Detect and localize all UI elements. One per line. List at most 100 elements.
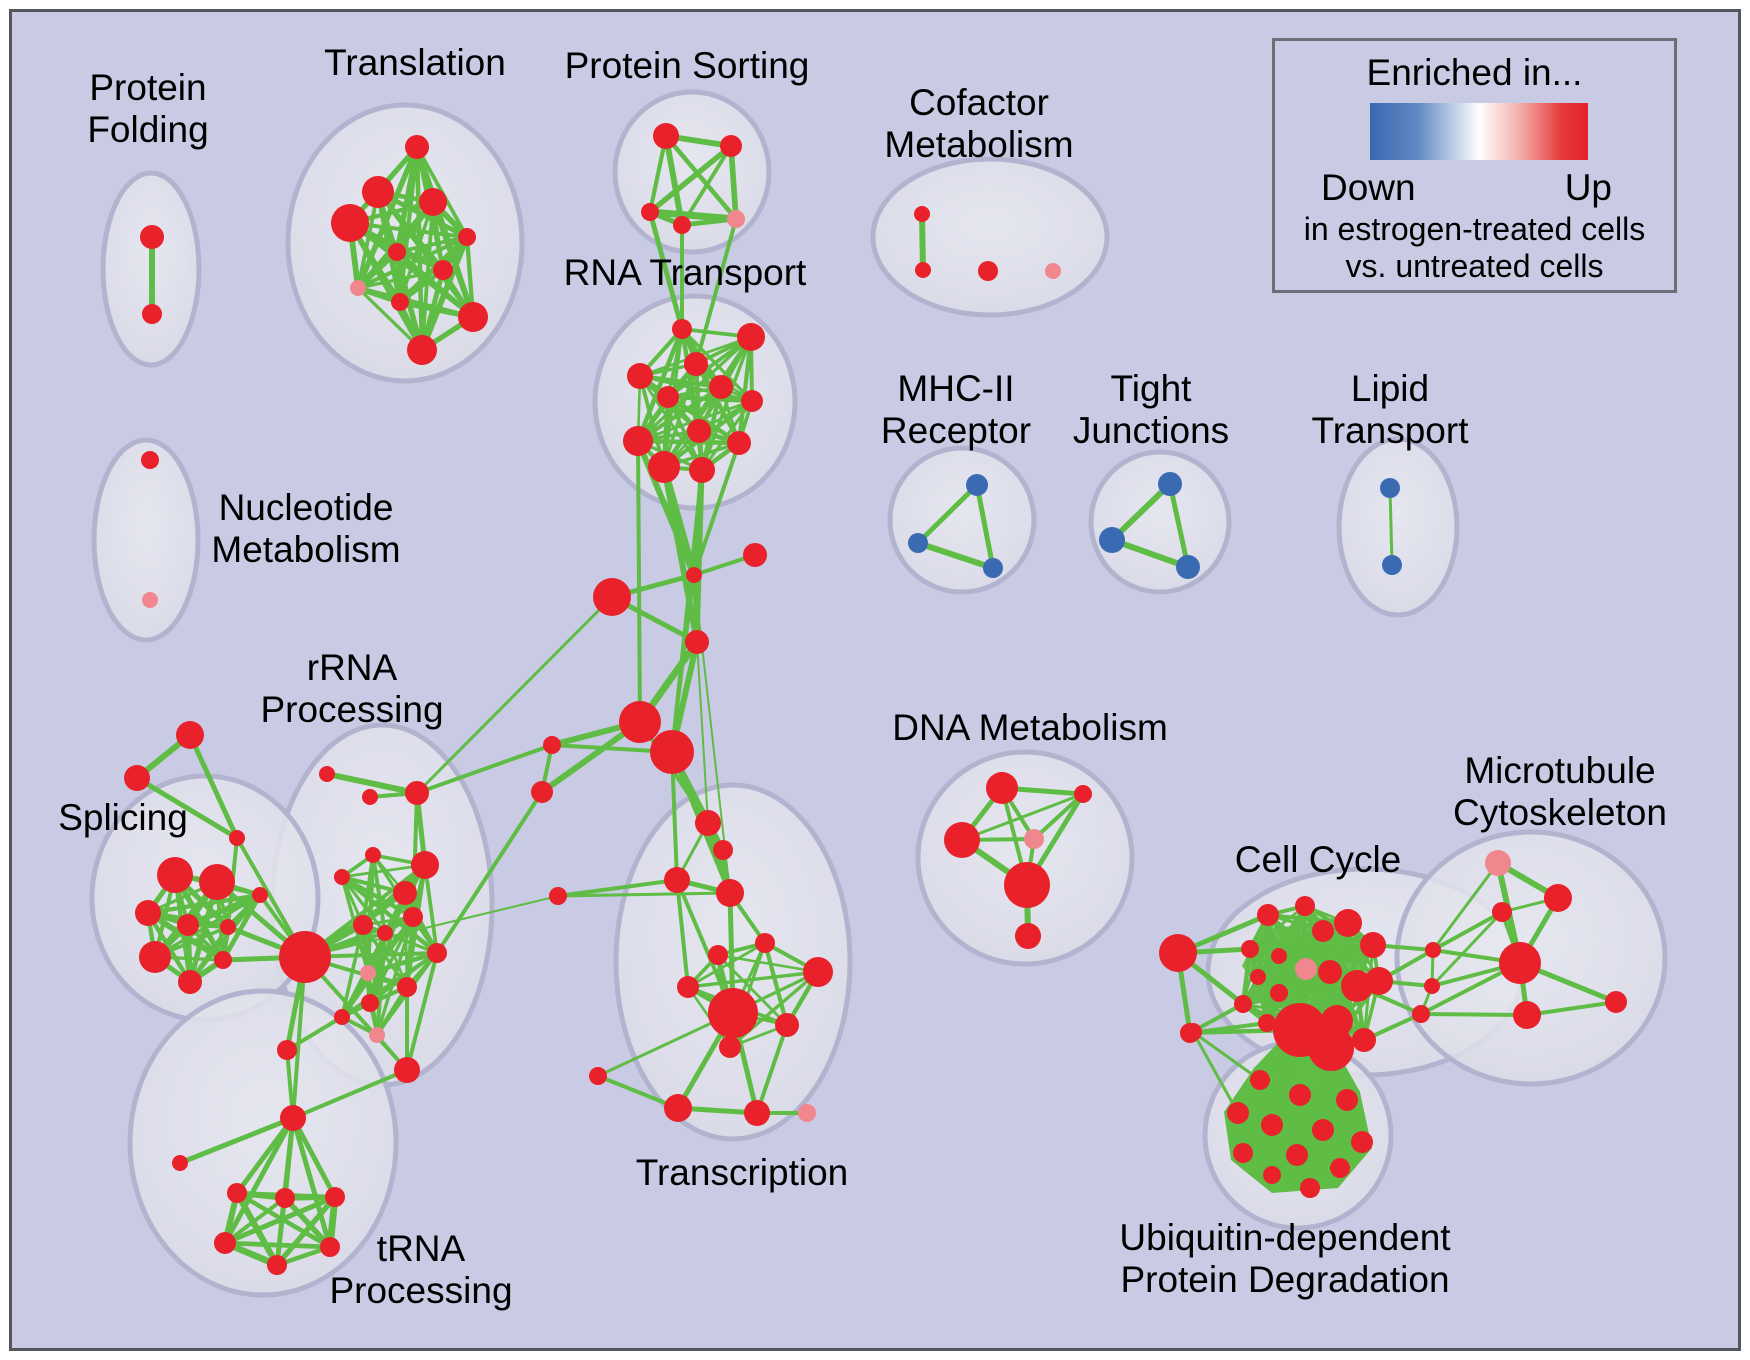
node-sp2	[199, 864, 235, 900]
node-r8	[353, 915, 373, 935]
edge-t4-t5	[349, 221, 468, 239]
edge-tj2-tj3	[1110, 537, 1190, 570]
node-cf4	[1045, 263, 1061, 279]
edge-b2-mt2	[1430, 910, 1504, 988]
node-b2	[1424, 978, 1440, 994]
cluster-mhc-ii-receptor-ellipse	[887, 445, 1037, 595]
node-rt4	[627, 363, 653, 389]
cluster-transcription-label: Transcription	[636, 1152, 848, 1193]
node-rt5	[657, 386, 679, 408]
node-cc15	[1258, 1014, 1276, 1032]
edge-m1-m3	[974, 484, 996, 569]
node-ps3	[641, 203, 659, 221]
node-t3	[419, 188, 447, 216]
node-cf2	[915, 262, 931, 278]
node-u11	[1263, 1166, 1281, 1184]
node-x4	[716, 879, 744, 907]
edge-d2-d4	[1032, 792, 1085, 841]
edge-m1-m2	[916, 483, 979, 545]
node-lt2	[1382, 555, 1402, 575]
edge-rt11-c4	[661, 466, 700, 643]
node-rt6	[709, 375, 733, 399]
node-r9	[403, 907, 423, 927]
edge-sp4-sp9	[146, 911, 192, 984]
edge-r12-r15	[340, 971, 370, 1019]
node-r4	[334, 869, 350, 885]
node-cc13	[1341, 970, 1373, 1002]
cluster-lipid-transport-label: Lipid Transport	[1312, 368, 1470, 451]
node-cc4	[1334, 909, 1362, 937]
edge-r10-r16	[374, 932, 388, 1036]
node-k6	[267, 1255, 287, 1275]
edge-u10-u11	[1271, 1166, 1341, 1177]
node-k4	[214, 1232, 236, 1254]
legend-up-label: Up	[1564, 167, 1612, 208]
edge-sa-sc	[187, 733, 240, 840]
cluster-protein-sorting-label: Protein Sorting	[565, 45, 810, 86]
edge-c4-x1	[696, 641, 709, 824]
legend-subtitle: in estrogen-treated cells vs. untreated …	[1275, 211, 1674, 285]
legend-title: Enriched in...	[1366, 52, 1583, 93]
edge-cc6-cc12	[1240, 948, 1253, 1005]
node-r11	[427, 943, 447, 963]
node-sp7	[139, 941, 171, 973]
cluster-nucleotide-metabolism-label: Nucleotide Metabolism	[211, 487, 400, 570]
node-k3	[325, 1187, 345, 1207]
node-u4	[1227, 1102, 1249, 1124]
edge-mt4-mt5	[1526, 1000, 1617, 1017]
node-cc9	[1318, 960, 1342, 984]
edge-ps3-rt1	[647, 211, 685, 330]
edge-tri-r19	[179, 1115, 294, 1166]
edge-u7-u11	[1271, 1140, 1363, 1177]
cluster-cofactor-metabolism-label: Cofactor Metabolism	[884, 82, 1073, 165]
node-lt1	[1380, 478, 1400, 498]
node-rt3	[684, 352, 708, 376]
node-mp	[1485, 850, 1511, 876]
node-x13	[744, 1100, 770, 1126]
node-r16	[369, 1027, 385, 1043]
node-t6	[388, 243, 406, 261]
edge-rt10-h1	[636, 440, 642, 723]
edge-us-u4	[1191, 1031, 1240, 1114]
node-t4	[331, 204, 369, 242]
node-sp8	[214, 951, 232, 969]
cluster-nucleotide-metabolism-ellipse	[91, 437, 201, 643]
node-cc2	[1295, 896, 1315, 916]
edge-r17-r11	[405, 952, 439, 1071]
node-mt4	[1513, 1001, 1541, 1029]
node-k5	[320, 1237, 340, 1257]
node-d5	[1004, 862, 1050, 908]
node-rt10	[623, 426, 653, 456]
edge-r9-r14	[368, 916, 415, 1004]
node-tj2	[1099, 527, 1125, 553]
node-r10	[377, 925, 393, 941]
node-cc5	[1360, 932, 1386, 958]
node-tri	[172, 1155, 188, 1171]
node-r15	[334, 1009, 350, 1025]
node-t7	[433, 260, 453, 280]
node-g1	[1273, 1003, 1327, 1057]
node-mt2	[1492, 902, 1512, 922]
edge-sb-sc	[135, 775, 239, 841]
edge-k2-k5	[282, 1196, 333, 1249]
node-x5	[755, 933, 775, 953]
edge-c2-h2	[670, 574, 696, 753]
edge-r11-r15	[340, 951, 439, 1019]
node-h2	[650, 730, 694, 774]
edge-ps1-ps5	[664, 134, 738, 221]
node-d1	[986, 772, 1018, 804]
node-x2	[713, 840, 733, 860]
edge-xw1-x4	[557, 891, 731, 898]
node-x1	[695, 810, 721, 836]
edge-u6-u8	[1242, 1128, 1324, 1155]
cluster-trna-processing-label: tRNA Processing	[329, 1228, 512, 1311]
edge-rt7-rt12	[700, 400, 754, 471]
node-r5	[365, 847, 381, 863]
edge-u3-u10	[1338, 1099, 1349, 1169]
node-co2	[1180, 1023, 1200, 1043]
cluster-cell-cycle-label: Cell Cycle	[1235, 839, 1402, 880]
node-nu1	[141, 451, 159, 469]
node-x7	[677, 976, 699, 998]
edge-u3-u4	[1237, 1098, 1348, 1115]
edge-t5-t6	[396, 235, 468, 254]
